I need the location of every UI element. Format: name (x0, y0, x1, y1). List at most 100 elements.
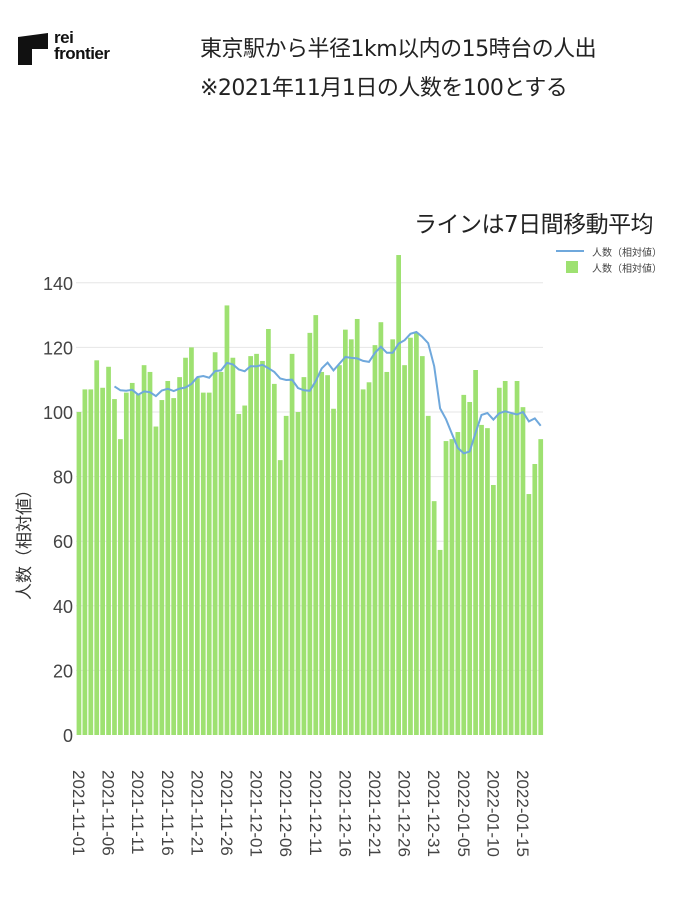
bar[interactable] (129, 382, 135, 735)
bar[interactable] (319, 371, 325, 735)
bar[interactable] (141, 365, 147, 735)
bar[interactable] (348, 339, 354, 735)
bar[interactable] (473, 370, 478, 735)
bar[interactable] (94, 360, 100, 735)
bar[interactable] (195, 378, 200, 735)
bar[interactable] (295, 412, 301, 735)
bar[interactable] (354, 318, 360, 735)
bar[interactable] (431, 501, 437, 735)
y-tick-label: 20 (53, 661, 73, 681)
bar[interactable] (177, 377, 182, 735)
bar[interactable] (467, 401, 473, 735)
bar[interactable] (325, 375, 330, 735)
bar[interactable] (266, 328, 271, 735)
bar[interactable] (165, 380, 171, 735)
bar[interactable] (88, 389, 94, 735)
bar[interactable] (277, 460, 283, 735)
bar[interactable] (538, 439, 544, 735)
bar[interactable] (461, 394, 467, 735)
bar[interactable] (520, 407, 526, 735)
bar[interactable] (485, 428, 490, 735)
bar[interactable] (419, 356, 425, 735)
bar[interactable] (372, 345, 378, 735)
bar[interactable] (230, 357, 236, 735)
x-tick-label: 2021-12-16 (335, 770, 354, 857)
bar[interactable] (218, 371, 224, 735)
bar[interactable] (384, 371, 390, 735)
bar[interactable] (491, 484, 496, 735)
bar[interactable] (360, 389, 366, 735)
bar[interactable] (337, 365, 342, 735)
bar[interactable] (106, 366, 111, 735)
x-tick-label: 2021-11-21 (187, 770, 206, 856)
bar[interactable] (455, 432, 461, 735)
x-tick-label: 2022-01-05 (454, 770, 473, 857)
bar[interactable] (206, 392, 212, 735)
bar[interactable] (123, 392, 129, 735)
x-tick-label: 2021-11-16 (158, 770, 177, 856)
bar[interactable] (390, 339, 396, 735)
bar[interactable] (378, 322, 384, 735)
bar[interactable] (236, 413, 242, 735)
bar[interactable] (496, 387, 502, 735)
bar[interactable] (260, 360, 265, 735)
x-tick-label: 2021-12-06 (276, 770, 295, 857)
bar[interactable] (112, 399, 117, 735)
x-tick-label: 2022-01-10 (483, 770, 502, 857)
bar[interactable] (425, 415, 431, 735)
bar[interactable] (307, 332, 313, 735)
bar[interactable] (437, 549, 443, 735)
bar[interactable] (502, 380, 508, 735)
bar[interactable] (271, 383, 277, 735)
bar[interactable] (118, 439, 123, 735)
bar[interactable] (76, 412, 82, 735)
bar[interactable] (82, 389, 88, 735)
bar[interactable] (508, 413, 514, 735)
bar[interactable] (514, 380, 520, 735)
bar[interactable] (248, 356, 253, 735)
x-tick-label: 2021-11-26 (217, 770, 236, 856)
bar[interactable] (200, 392, 206, 735)
bar[interactable] (254, 353, 259, 735)
y-tick-label: 140 (43, 274, 73, 294)
bar[interactable] (526, 494, 532, 735)
x-tick-label: 2021-11-01 (69, 770, 88, 856)
y-tick-label: 120 (43, 338, 73, 358)
bar[interactable] (449, 439, 455, 735)
bar[interactable] (289, 353, 295, 735)
bar[interactable] (532, 464, 538, 735)
bar[interactable] (100, 387, 105, 735)
bar-swatch-icon (566, 261, 578, 273)
y-tick-label: 40 (53, 597, 73, 617)
bar[interactable] (313, 315, 319, 735)
bar[interactable] (224, 305, 230, 735)
bar[interactable] (183, 357, 188, 735)
bar[interactable] (153, 426, 159, 735)
bar[interactable] (135, 394, 141, 735)
bar[interactable] (402, 365, 407, 735)
bar[interactable] (147, 371, 153, 735)
bar[interactable] (443, 441, 449, 735)
legend-item-bar[interactable]: 人数（相対値） (556, 259, 662, 275)
bar[interactable] (414, 332, 419, 735)
bar[interactable] (212, 352, 218, 735)
bar[interactable] (366, 382, 372, 735)
bar[interactable] (343, 329, 348, 735)
bar[interactable] (159, 400, 165, 735)
bar[interactable] (189, 347, 194, 735)
legend-item-line[interactable]: 人数（相対値） (556, 243, 662, 259)
legend: 人数（相対値） 人数（相対値） (556, 243, 662, 275)
bar[interactable] (331, 408, 336, 735)
bar[interactable] (242, 405, 248, 735)
moving-average-line[interactable] (113, 330, 542, 455)
bar[interactable] (171, 398, 177, 735)
chart-subtitle: ラインは7日間移動平均 (414, 212, 654, 238)
y-tick-label: 100 (43, 403, 73, 423)
bar[interactable] (479, 424, 484, 735)
bar[interactable] (283, 415, 289, 735)
x-tick-label: 2021-12-31 (424, 770, 443, 857)
bar[interactable] (396, 255, 401, 735)
bar[interactable] (408, 337, 413, 735)
bar[interactable] (301, 377, 307, 735)
rei-frontier-logo: rei frontier (18, 29, 128, 70)
